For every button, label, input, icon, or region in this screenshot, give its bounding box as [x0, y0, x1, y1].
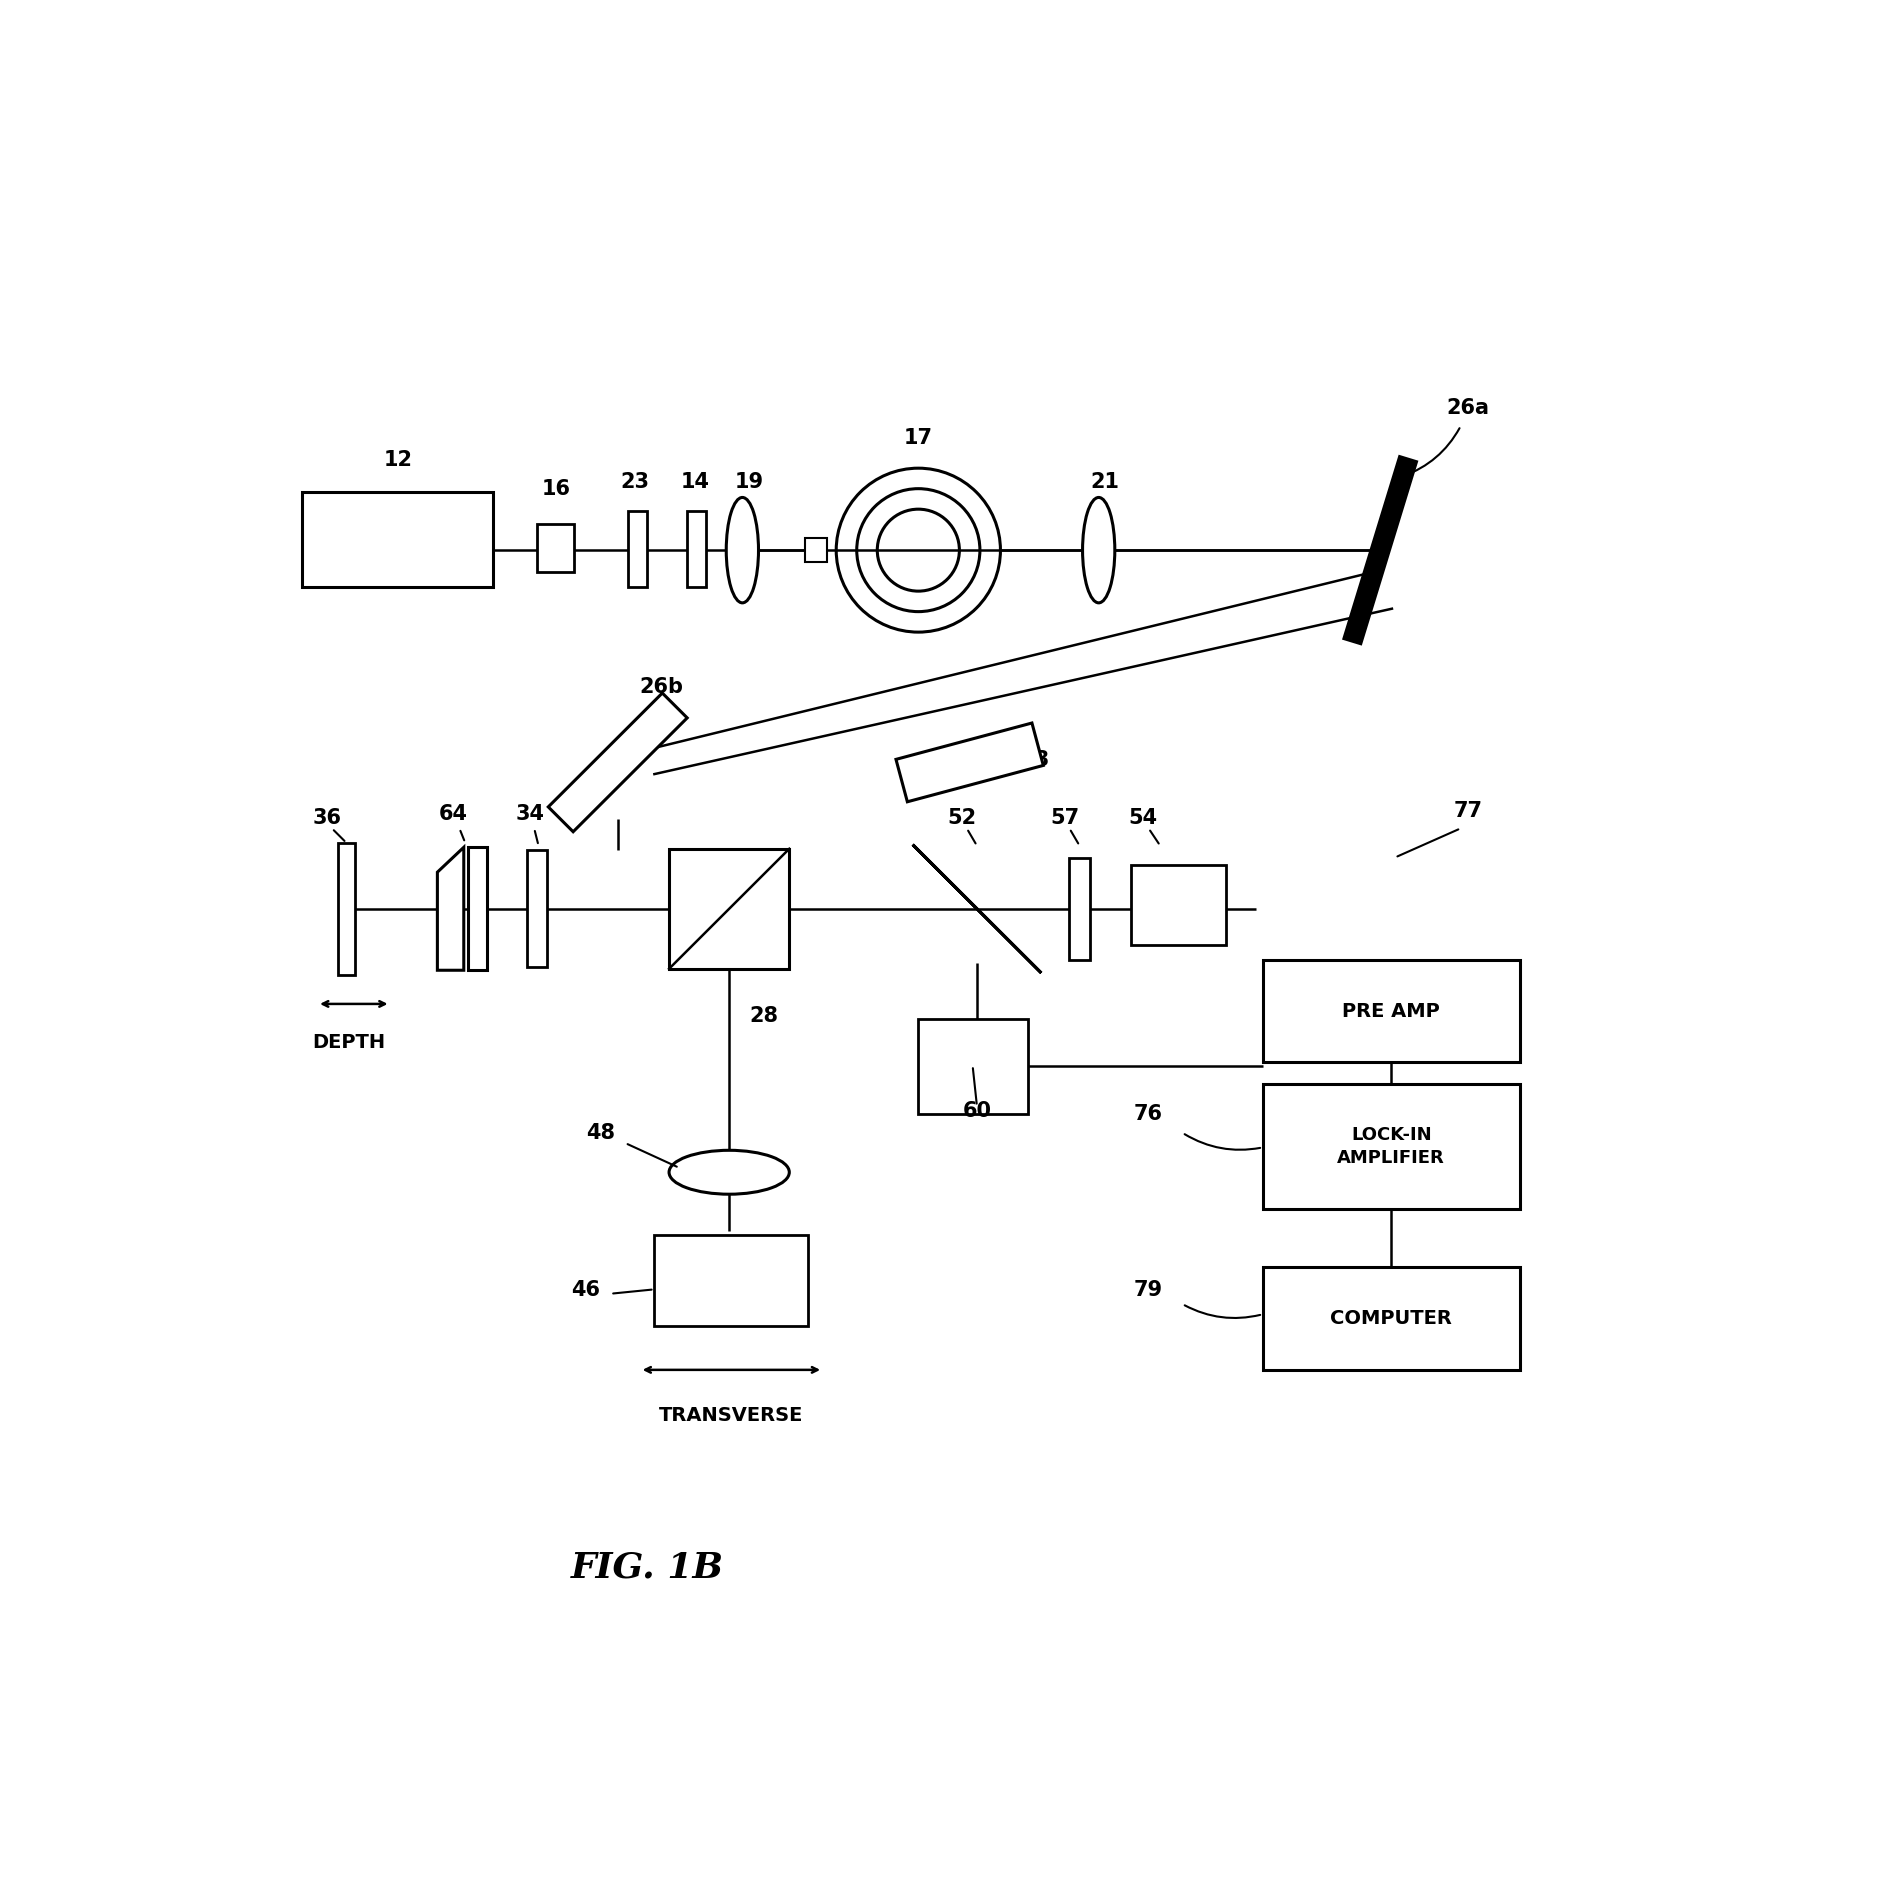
Polygon shape	[549, 694, 687, 833]
Text: 26b: 26b	[639, 677, 683, 696]
Ellipse shape	[1082, 498, 1114, 603]
Text: TRANSVERSE: TRANSVERSE	[658, 1407, 804, 1426]
Text: 46: 46	[571, 1279, 600, 1300]
Text: 21: 21	[1090, 471, 1118, 492]
Polygon shape	[1343, 456, 1417, 644]
Text: DEPTH: DEPTH	[312, 1034, 386, 1051]
Bar	[670, 848, 789, 970]
Text: 57: 57	[1050, 808, 1080, 829]
Bar	[918, 1019, 1029, 1114]
Text: 34: 34	[515, 804, 545, 823]
Text: 26a: 26a	[1447, 399, 1489, 418]
Bar	[337, 842, 356, 975]
Ellipse shape	[670, 1150, 789, 1194]
Polygon shape	[897, 722, 1042, 802]
Polygon shape	[467, 848, 488, 970]
Polygon shape	[912, 844, 1041, 973]
Bar	[1264, 1084, 1519, 1209]
Text: 16: 16	[541, 479, 571, 498]
Bar	[687, 511, 706, 587]
Bar	[655, 1236, 808, 1327]
Text: LOCK-IN
AMPLIFIER: LOCK-IN AMPLIFIER	[1338, 1125, 1445, 1167]
Bar	[1264, 960, 1519, 1063]
Bar	[303, 492, 494, 587]
Text: 14: 14	[681, 471, 710, 492]
Text: 19: 19	[736, 471, 764, 492]
Text: 64: 64	[439, 804, 467, 823]
Text: 23: 23	[621, 471, 649, 492]
Text: PRE AMP: PRE AMP	[1341, 1002, 1440, 1021]
Bar	[806, 538, 827, 563]
Bar	[1264, 1268, 1519, 1371]
Text: 79: 79	[1133, 1279, 1164, 1300]
Ellipse shape	[727, 498, 759, 603]
Text: 36: 36	[312, 808, 342, 829]
Text: 76: 76	[1133, 1104, 1164, 1123]
Bar	[1069, 857, 1090, 960]
Bar	[537, 525, 573, 572]
Bar	[1131, 865, 1226, 945]
Text: COMPUTER: COMPUTER	[1330, 1310, 1453, 1329]
Text: 17: 17	[904, 428, 933, 449]
Polygon shape	[437, 848, 464, 970]
Text: 48: 48	[587, 1123, 615, 1143]
Text: 18: 18	[1022, 749, 1050, 770]
Text: 77: 77	[1453, 800, 1483, 821]
Text: 52: 52	[948, 808, 976, 829]
Text: 28: 28	[749, 1006, 780, 1027]
Bar	[628, 511, 647, 587]
Text: 60: 60	[963, 1101, 991, 1122]
Text: FIG. 1B: FIG. 1B	[571, 1551, 723, 1584]
Text: 54: 54	[1128, 808, 1158, 829]
Bar	[526, 850, 547, 968]
Text: 12: 12	[384, 451, 412, 470]
